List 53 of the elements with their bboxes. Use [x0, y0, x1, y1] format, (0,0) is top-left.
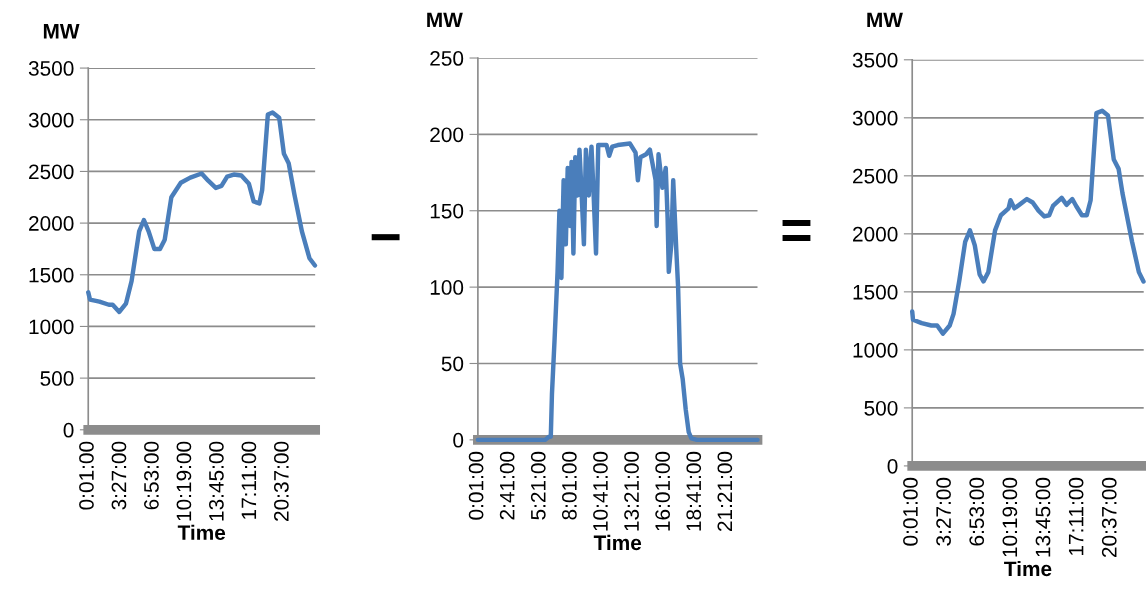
x-tick-label: 3:27:00 [111, 441, 127, 510]
y-tick-label: 150 [430, 203, 464, 219]
x-tick-label: 17:11:00 [1068, 477, 1084, 555]
x-tick-label: 10:41:00 [593, 451, 608, 531]
x-tick-label: 0:01:00 [903, 477, 918, 546]
x-tick-label: 2:41:00 [499, 451, 515, 520]
y-axis-title: MW [43, 24, 80, 39]
y-tick-label: 50 [441, 356, 464, 372]
x-tick-label: 16:01:00 [655, 451, 671, 531]
x-tick-label: 13:45:00 [1035, 477, 1051, 557]
y-tick-label: 3500 [28, 61, 74, 76]
y-tick-label: 250 [430, 51, 464, 66]
x-tick-label: 10:19:00 [176, 441, 192, 521]
x-tick-label: 6:53:00 [969, 477, 985, 546]
x-tick-label: 13:21:00 [624, 451, 639, 531]
y-tick-label: 0 [63, 422, 74, 438]
y-axis-title: MW [427, 12, 463, 27]
y-tick-label: 2000 [853, 226, 898, 242]
text: − [371, 234, 400, 241]
y-axis-title: MW [867, 12, 903, 28]
y-tick-label: 2500 [29, 164, 74, 180]
x-tick-label: 8:01:00 [561, 451, 577, 520]
x-tick-label: 0:01:00 [468, 451, 484, 520]
y-tick-label: 1000 [853, 342, 898, 358]
text: = [782, 219, 811, 241]
y-tick-label: 3500 [852, 52, 898, 68]
x-tick-label: 20:37:00 [273, 441, 289, 521]
x-tick-label: 18:41:00 [686, 451, 702, 531]
x-tick-label: 3:27:00 [936, 477, 951, 546]
x-axis-title: Time [593, 534, 642, 551]
y-tick-label: 500 [40, 371, 74, 386]
x-tick-label: 17:11:00 [241, 441, 257, 519]
x-tick-label: 6:53:00 [144, 441, 159, 510]
y-tick-label: 0 [453, 432, 464, 448]
y-tick-label: 1500 [29, 267, 74, 283]
x-tick-label: 13:45:00 [209, 441, 224, 521]
y-tick-label: 2000 [29, 216, 74, 231]
y-tick-label: 0 [887, 458, 898, 474]
y-tick-label: 3000 [852, 110, 898, 126]
x-axis-title: Time [1004, 560, 1052, 577]
y-tick-label: 100 [430, 280, 464, 295]
x-tick-label: 0:01:00 [79, 441, 94, 510]
y-tick-label: 500 [864, 400, 898, 416]
y-tick-label: 1500 [853, 284, 898, 300]
x-tick-label: 21:21:00 [717, 451, 733, 532]
x-tick-label: 5:21:00 [530, 451, 546, 520]
x-tick-label: 10:19:00 [1002, 477, 1018, 557]
y-tick-label: 2500 [853, 168, 898, 184]
y-tick-label: 1000 [29, 319, 74, 335]
y-tick-label: 200 [430, 127, 464, 143]
x-axis-title: Time [177, 524, 226, 541]
y-tick-label: 3000 [28, 112, 74, 128]
x-tick-label: 20:37:00 [1101, 477, 1117, 558]
